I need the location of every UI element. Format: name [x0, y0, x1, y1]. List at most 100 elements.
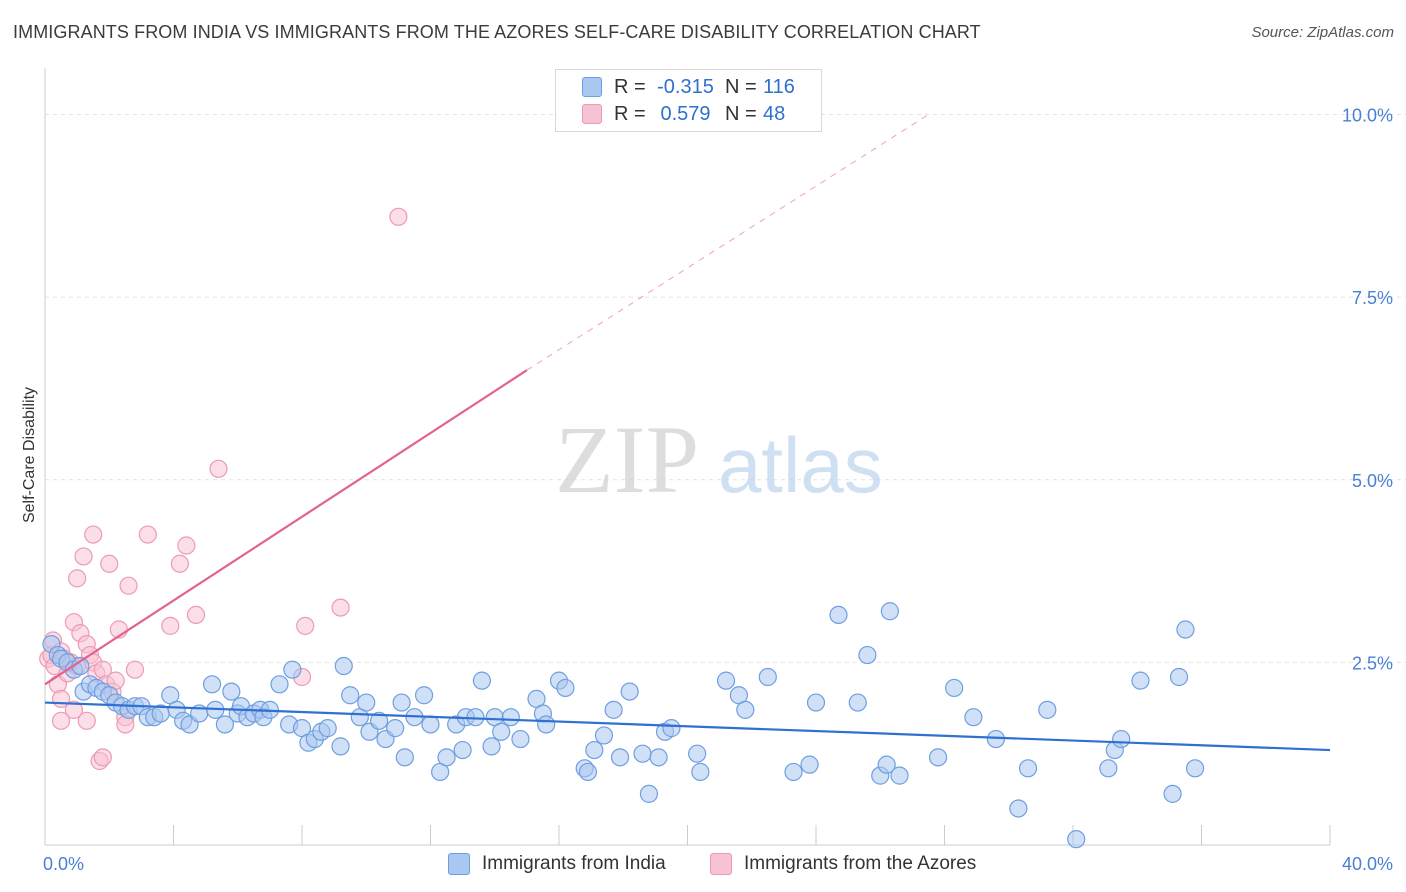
y-axis-label: Self-Care Disability	[21, 387, 38, 523]
legend-item-azores[interactable]: Immigrants from the Azores	[710, 852, 976, 876]
watermark-zip: ZIP	[555, 406, 699, 513]
data-point-azores	[138, 525, 157, 544]
data-point-india	[928, 748, 948, 767]
data-point-india	[688, 744, 707, 763]
data-point-azores	[77, 711, 96, 730]
data-point-india	[341, 686, 360, 705]
legend-item-india[interactable]: Immigrants from India	[448, 852, 666, 876]
data-point-india	[806, 693, 826, 712]
data-point-india	[537, 715, 556, 734]
trendline-azores	[44, 369, 528, 686]
axes	[44, 68, 1331, 846]
chart-title: IMMIGRANTS FROM INDIA VS IMMIGRANTS FROM…	[13, 22, 981, 42]
correlation-legend: R = -0.315 N = 116 R = 0.579 N = 48	[555, 69, 822, 132]
watermark: ZIP atlas	[555, 406, 883, 513]
data-point-india	[639, 784, 659, 803]
y-tick-label: 2.5%	[1352, 653, 1393, 673]
data-point-india	[283, 660, 302, 679]
y-tick-label: 5.0%	[1352, 471, 1393, 491]
data-point-india	[633, 744, 652, 763]
data-point-azores	[74, 547, 93, 566]
trendline-india	[44, 701, 1331, 752]
legend-swatch-azores	[710, 853, 732, 875]
data-point-azores	[170, 554, 190, 573]
data-point-india	[604, 700, 623, 719]
data-point-azores	[331, 598, 350, 617]
data-point-india	[829, 605, 848, 625]
data-point-india	[318, 719, 337, 738]
legend-label-india: Immigrants from India	[482, 853, 666, 874]
data-point-india	[270, 675, 289, 694]
y-tick-label: 10.0%	[1342, 106, 1393, 126]
legend-row-azores: R = 0.579 N = 48	[582, 102, 785, 126]
data-point-india	[877, 755, 896, 774]
data-point-india	[202, 675, 222, 694]
n-label: N =	[725, 102, 757, 125]
data-point-india	[482, 737, 501, 756]
data-point-india	[578, 762, 598, 782]
data-point-india	[964, 708, 983, 727]
data-point-india	[848, 693, 867, 712]
data-point-azores	[64, 700, 84, 719]
data-point-india	[620, 682, 639, 701]
data-point-azores	[389, 207, 408, 226]
data-point-azores	[161, 616, 180, 635]
data-point-india	[421, 715, 440, 734]
data-point-india	[880, 602, 899, 621]
data-point-india	[437, 748, 456, 767]
legend-row-india: R = -0.315 N = 116	[582, 75, 795, 99]
r-value: 0.579	[660, 102, 711, 125]
data-point-azores	[84, 525, 103, 544]
india-points	[42, 602, 1205, 849]
data-point-azores	[119, 576, 138, 595]
data-point-india	[1099, 759, 1118, 778]
n-label: N =	[725, 75, 757, 98]
y-tick-label: 7.5%	[1352, 288, 1393, 308]
legend-label-azores: Immigrants from the Azores	[744, 853, 977, 874]
legend-swatch-india	[582, 77, 602, 97]
tick-labels: 2.5% 5.0% 7.5% 10.0% 0.0% 40.0%	[43, 106, 1393, 874]
data-point-india	[492, 722, 511, 741]
data-point-india	[1176, 620, 1195, 639]
source-label: Source: ZipAtlas.com	[1251, 24, 1394, 41]
data-point-india	[1009, 799, 1028, 818]
data-point-azores	[51, 711, 71, 730]
data-point-india	[1038, 700, 1057, 719]
data-point-india	[800, 755, 819, 774]
data-point-india	[370, 711, 389, 730]
data-point-india	[472, 671, 491, 690]
data-point-india	[414, 686, 434, 705]
data-point-india	[357, 693, 376, 712]
data-point-india	[649, 748, 668, 767]
data-point-india	[1067, 830, 1086, 849]
data-point-india	[1018, 759, 1038, 778]
data-point-azores	[296, 616, 315, 635]
trendline-azores-extension	[526, 114, 929, 371]
data-point-india	[215, 715, 234, 734]
data-point-india	[1163, 784, 1182, 803]
data-point-azores	[93, 748, 112, 767]
data-point-india	[501, 708, 520, 727]
data-point-india	[691, 762, 710, 782]
watermark-atlas: atlas	[718, 421, 883, 509]
data-point-india	[736, 700, 755, 719]
data-point-india	[594, 726, 614, 745]
data-point-azores	[100, 554, 119, 573]
data-point-india	[222, 682, 241, 701]
data-point-india	[1185, 759, 1205, 778]
data-point-india	[386, 719, 405, 738]
r-value: -0.315	[657, 75, 714, 98]
data-point-india	[511, 729, 530, 749]
data-point-azores	[68, 569, 87, 588]
x-tick-label: 40.0%	[1342, 854, 1393, 874]
data-point-india	[716, 671, 736, 690]
data-point-india	[662, 719, 681, 738]
data-point-india	[986, 729, 1006, 749]
data-point-india	[1131, 671, 1150, 690]
data-point-india	[556, 678, 575, 698]
data-point-azores	[177, 536, 196, 555]
data-point-india	[945, 678, 964, 698]
data-point-india	[758, 667, 777, 687]
legend-swatch-azores	[582, 104, 602, 124]
